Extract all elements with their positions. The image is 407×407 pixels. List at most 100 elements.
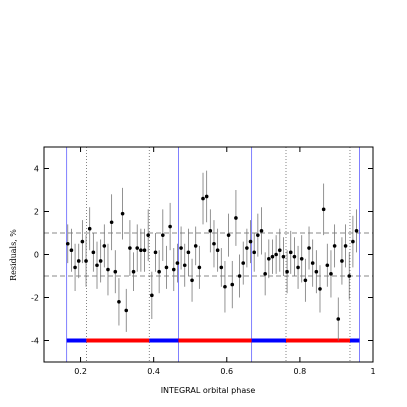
data-point [314, 269, 319, 274]
data-point [307, 246, 311, 250]
data-point [87, 226, 92, 231]
data-point [190, 278, 194, 283]
data-point [128, 246, 132, 250]
data-point [274, 252, 278, 257]
data-point [277, 248, 282, 252]
data-point [296, 265, 300, 270]
data-point [161, 233, 165, 237]
data-point [332, 244, 337, 248]
y-tick-label: 4 [34, 165, 39, 174]
data-point [117, 300, 121, 304]
data-point [157, 269, 161, 274]
data-point [343, 244, 348, 248]
data-point [299, 257, 304, 261]
phase-segment [149, 338, 179, 343]
data-point [354, 229, 359, 233]
data-point [237, 274, 242, 278]
data-point [175, 261, 180, 265]
x-tick-label: 0.6 [220, 367, 233, 376]
x-tick-label: 1 [370, 367, 375, 376]
data-point [351, 239, 355, 244]
data-point [76, 259, 81, 263]
data-point [204, 194, 209, 199]
data-point [281, 254, 286, 259]
x-tick-label: 0.8 [294, 367, 307, 376]
data-point [321, 207, 326, 212]
data-point [329, 272, 333, 276]
data-point [139, 248, 143, 252]
data-point [325, 263, 330, 268]
data-point [142, 248, 147, 252]
data-point [212, 241, 216, 246]
data-point [201, 196, 205, 201]
data-point [267, 257, 271, 261]
plot-frame [43, 146, 374, 363]
phase-segment [349, 338, 360, 343]
data-point [245, 246, 249, 250]
data-point [150, 293, 154, 298]
data-point [65, 241, 70, 246]
data-point [95, 263, 99, 268]
data-point [259, 229, 264, 233]
data-point [340, 259, 344, 263]
data-point [336, 317, 341, 321]
phase-segment [285, 338, 350, 343]
data-point [226, 233, 231, 237]
y-axis-label: Residuals, % [9, 229, 18, 281]
data-point [208, 229, 213, 233]
data-point [197, 265, 202, 270]
data-point [285, 269, 289, 274]
phase-segment [251, 338, 286, 343]
phase-segment [86, 338, 150, 343]
data-point [270, 254, 275, 259]
data-point [84, 259, 88, 263]
data-point [318, 287, 322, 291]
data-point [171, 267, 176, 272]
data-point [215, 248, 220, 252]
data-point [193, 244, 198, 248]
data-point [292, 254, 297, 259]
data-point [120, 211, 125, 216]
x-tick-label: 0.2 [74, 367, 87, 376]
data-point [310, 261, 315, 265]
y-tick-label: -4 [31, 337, 39, 346]
phase-segment [66, 338, 87, 343]
data-point [241, 261, 246, 265]
data-point [223, 284, 227, 289]
data-point [124, 308, 129, 313]
data-point [106, 267, 110, 272]
x-tick-label: 0.4 [147, 367, 160, 376]
data-point [179, 246, 183, 250]
data-point [102, 244, 107, 248]
data-point [219, 265, 224, 270]
data-point [186, 250, 191, 255]
data-point [263, 272, 267, 276]
data-point [164, 265, 169, 270]
data-point [146, 233, 150, 237]
data-point [252, 250, 256, 255]
data-point [347, 274, 352, 278]
data-point [182, 263, 187, 268]
data-point [113, 269, 118, 274]
data-point [234, 216, 238, 220]
data-point [256, 233, 260, 237]
data-point [131, 269, 136, 274]
data-point [109, 220, 114, 225]
data-point [91, 250, 96, 255]
data-point [80, 239, 85, 244]
data-point [168, 224, 172, 229]
y-tick-label: -2 [31, 294, 39, 303]
data-point [98, 259, 103, 263]
data-point [248, 239, 253, 244]
data-point [230, 282, 235, 287]
data-point [73, 265, 77, 270]
phase-segment [178, 338, 252, 343]
data-point [69, 248, 74, 252]
y-tick-label: 0 [34, 251, 39, 260]
data-point [135, 246, 140, 250]
x-axis-label: INTEGRAL orbital phase [161, 386, 256, 395]
y-tick-label: 2 [34, 208, 39, 217]
data-point [303, 278, 308, 283]
data-point [153, 250, 158, 255]
